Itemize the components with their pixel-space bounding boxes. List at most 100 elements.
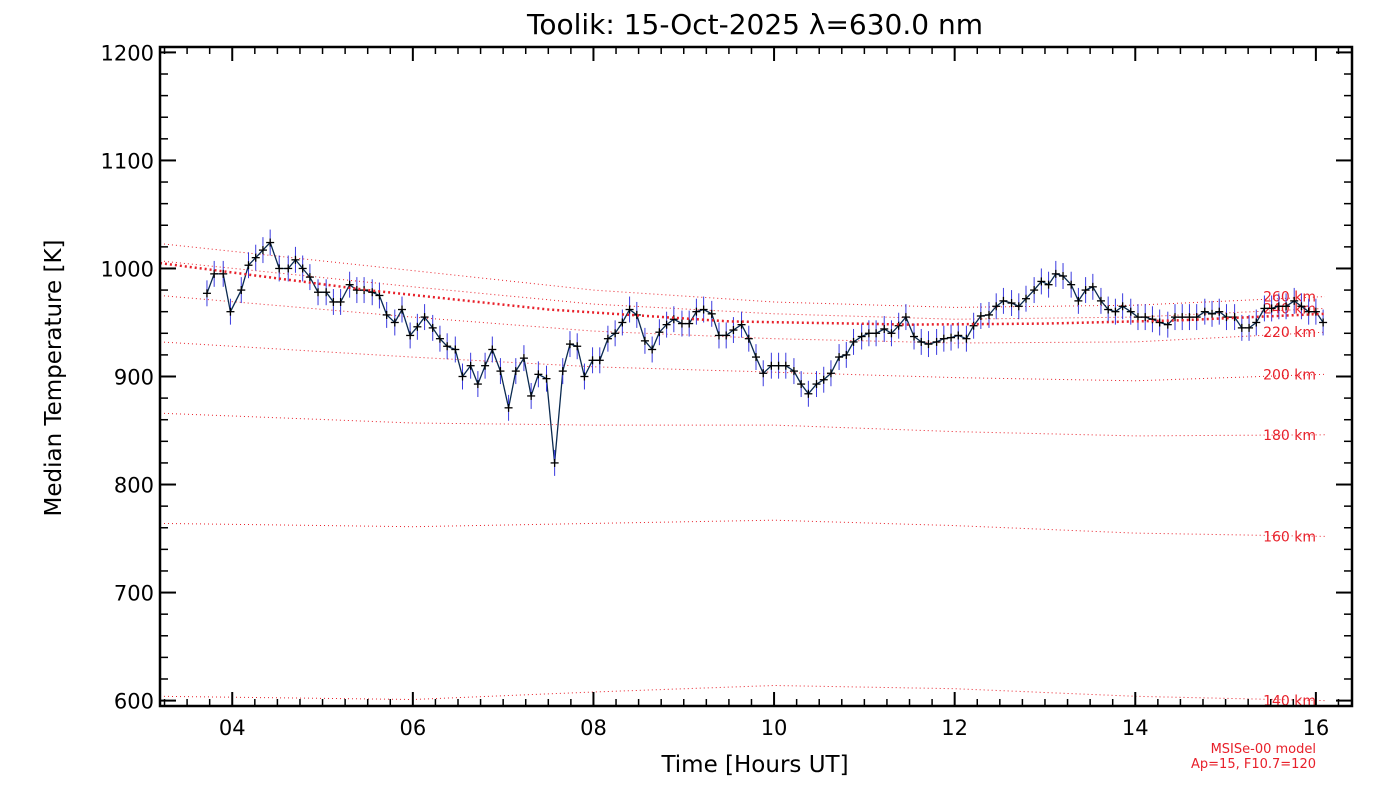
- y-tick-label: 1100: [101, 149, 154, 173]
- data-point: [390, 318, 399, 327]
- data-point: [580, 372, 589, 381]
- y-axis-label: Median Temperature [K]: [41, 240, 67, 517]
- data-point: [251, 253, 260, 262]
- data-point: [962, 334, 971, 343]
- data-point: [1030, 286, 1039, 295]
- data-point: [565, 340, 574, 349]
- data-point: [1111, 307, 1120, 316]
- axes: 04 06 08 10 12 14 16 600 700 800 900 1000 1100 1200: [101, 41, 1354, 740]
- data-point: [1007, 299, 1016, 308]
- data-point: [1133, 313, 1142, 322]
- data-point: [1022, 294, 1031, 303]
- data-point: [842, 350, 851, 359]
- data-point: [1051, 269, 1060, 278]
- data-point: [451, 345, 460, 354]
- model-name-label: MSISe-00 model: [1211, 742, 1316, 757]
- x-tick-label: 12: [941, 716, 968, 740]
- y-tick-label: 600: [114, 690, 154, 714]
- data-point: [1118, 302, 1127, 311]
- data-point: [677, 319, 686, 328]
- data-point: [819, 375, 828, 384]
- data-point: [527, 391, 536, 400]
- data-point: [266, 238, 275, 247]
- data-point: [291, 255, 300, 264]
- data-point: [640, 336, 649, 345]
- data-point: [699, 305, 708, 314]
- x-tick-label: 14: [1122, 716, 1149, 740]
- data-point: [789, 367, 798, 376]
- msis-curve: [159, 519, 1325, 537]
- data-point: [1297, 302, 1306, 311]
- data-point: [398, 305, 407, 314]
- msis-curve: [159, 295, 1325, 344]
- data-point: [443, 342, 452, 351]
- data-point: [655, 328, 664, 337]
- data-point: [237, 286, 246, 295]
- data-point: [588, 356, 597, 365]
- data-point: [722, 331, 731, 340]
- msis-height-label: 260 km: [1263, 290, 1316, 306]
- data-point: [1096, 296, 1105, 305]
- data-point: [835, 353, 844, 362]
- data-point: [1311, 307, 1320, 316]
- data-point: [1282, 302, 1291, 311]
- data-point: [550, 458, 559, 467]
- data-point: [420, 313, 429, 322]
- data-point: [1192, 313, 1201, 322]
- data-point: [1222, 313, 1231, 322]
- data-point: [729, 326, 738, 335]
- data-point: [573, 342, 582, 351]
- data-point: [226, 307, 235, 316]
- chart-title: Toolik: 15-Oct-2025 λ=630.0 nm: [526, 8, 983, 41]
- data-point: [625, 305, 634, 314]
- data-point: [692, 307, 701, 316]
- data-point: [880, 324, 889, 333]
- data-point: [924, 340, 933, 349]
- data-point: [534, 370, 543, 379]
- data-point: [336, 297, 345, 306]
- x-axis-label: Time [Hours UT]: [660, 752, 848, 778]
- data-point: [1141, 313, 1150, 322]
- msis-curve: [159, 243, 1325, 308]
- data-point: [1260, 304, 1269, 313]
- data-point: [1155, 318, 1164, 327]
- data-point: [999, 296, 1008, 305]
- data-point: [1215, 307, 1224, 316]
- data-point: [1274, 302, 1283, 311]
- data-point: [1059, 272, 1068, 281]
- data-point: [488, 345, 497, 354]
- msis-height-label: 240 km: [1263, 301, 1316, 317]
- y-tick-label: 1000: [101, 257, 154, 281]
- data-point: [202, 289, 211, 298]
- data-point: [1171, 313, 1180, 322]
- data-point: [496, 367, 505, 376]
- data-series: [159, 229, 1328, 476]
- data-point: [857, 332, 866, 341]
- data-point: [611, 329, 620, 338]
- data-point: [804, 389, 813, 398]
- y-tick-label: 900: [114, 366, 154, 390]
- data-point: [244, 261, 253, 270]
- data-point: [939, 334, 948, 343]
- data-point: [1088, 282, 1097, 291]
- data-point: [595, 356, 604, 365]
- data-point: [910, 332, 919, 341]
- data-point: [774, 361, 783, 370]
- x-tick-label: 06: [399, 716, 426, 740]
- data-point: [1208, 309, 1217, 318]
- data-point: [797, 380, 806, 389]
- msis-curve: [159, 260, 1325, 320]
- data-point: [1081, 286, 1090, 295]
- data-point: [887, 329, 896, 338]
- data-point: [558, 367, 567, 376]
- data-point: [219, 269, 228, 278]
- data-point: [603, 334, 612, 343]
- data-point: [984, 310, 993, 319]
- data-point: [1037, 277, 1046, 286]
- data-point: [826, 369, 835, 378]
- data-point: [329, 297, 338, 306]
- data-point: [1245, 323, 1254, 332]
- data-point: [1237, 323, 1246, 332]
- data-point: [435, 334, 444, 343]
